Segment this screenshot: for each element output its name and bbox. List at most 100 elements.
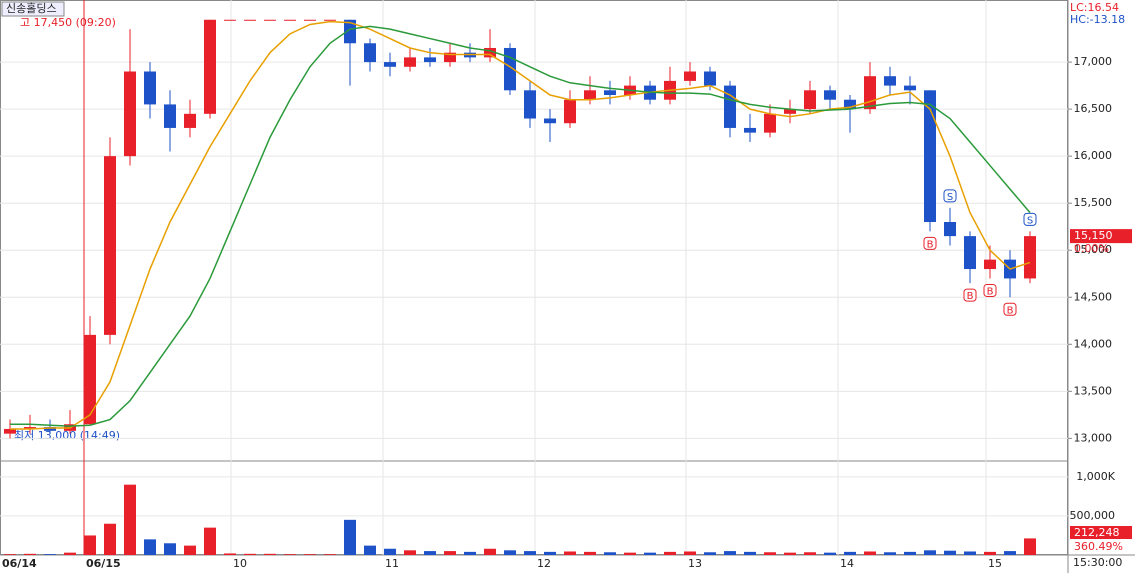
candle-body [24,427,36,429]
volume-bar [644,552,656,555]
signal-label: S [1027,215,1033,226]
y-tick-label: 13,500 [1074,384,1113,397]
x-tick-label: 14 [840,557,854,570]
y-tick-label: 13,000 [1074,431,1113,444]
candle-body [244,19,256,21]
candle-body [384,62,396,67]
volume-bar [284,554,296,555]
candle-body [764,113,776,133]
volume-bar [264,553,276,555]
volume-bar [864,551,876,555]
signal-label: B [987,286,994,297]
high-note: 고 17,450 (09:20) [20,16,116,29]
signal-marker [963,288,977,302]
volume-bar [624,552,636,555]
candle-body [444,52,456,63]
candle-body [284,19,296,21]
volume-bar [884,552,896,555]
volume-bar [84,535,96,555]
x-tick-label: 12 [537,557,551,570]
candle-body [304,19,316,21]
volume-bar [664,551,676,555]
volume-bar [804,552,816,555]
volume-bar [524,551,536,555]
candle-body [844,99,856,110]
candle-body [784,109,796,114]
candle-body [104,156,116,335]
y-tick-label: 17,000 [1074,55,1113,68]
volume-bar [24,553,36,555]
candle-body [804,90,816,110]
signal-label: B [927,239,934,250]
candle-body [924,90,936,223]
y-tick-label: 14,500 [1074,290,1113,303]
volume-bar [784,552,796,555]
volume-bar [164,543,176,555]
candle-body [564,99,576,124]
candle-body [124,71,136,157]
y-tick-label: 15,500 [1074,196,1113,209]
candle-body [4,428,16,434]
last-volume-label: 212,248 [1074,526,1120,539]
candle-body [164,104,176,128]
volume-bar [364,545,376,555]
volume-bar [984,551,996,555]
volume-bar [564,551,576,555]
candle-body [684,71,696,81]
volume-bar [464,551,476,555]
volume-bar [764,552,776,555]
volume-ratio-label: 360.49% [1074,540,1123,553]
candle-body [984,259,996,270]
signal-marker [923,236,937,250]
hc-label: HC:-13.18 [1070,13,1125,26]
volume-bar [844,551,856,555]
volume-bar [744,551,756,555]
volume-bar [144,539,156,555]
candle-body [1024,236,1036,279]
x-tick-label: 06/14 [2,557,37,570]
candle-body [424,57,436,63]
y-tick-label: 15,000 [1074,243,1113,256]
candle-body [44,427,56,431]
x-tick-label: 13 [688,557,702,570]
volume-bar [504,550,516,555]
signal-label: B [1007,305,1014,316]
candle-body [604,90,616,96]
candle-body [544,118,556,124]
volume-bar [964,551,976,555]
candle-body [524,90,536,119]
candle-body [364,43,376,63]
volume-bar [324,554,336,555]
title-box [1,1,65,17]
volume-bar [404,550,416,555]
candle-body [824,90,836,100]
last-price-box [1070,229,1132,244]
signal-label: B [967,291,974,302]
candle-body [144,71,156,105]
volume-bar [4,554,16,555]
x-tick-label: 15 [988,557,1002,570]
volume-bar [344,519,356,555]
last-volume-box [1070,526,1132,539]
volume-bar [184,545,196,555]
volume-bar [824,552,836,555]
volume-bar [424,551,436,555]
volume-bar [124,484,136,555]
x-tick-label: 10 [233,557,247,570]
x-tick-label: 06/15 [86,557,121,570]
volume-bar [1004,551,1016,555]
candle-body [204,19,216,114]
moving-average [10,20,1031,430]
candle-body [224,19,236,21]
y-tick-label: 16,500 [1074,102,1113,115]
volume-bar [104,523,116,555]
time-label: 15:30:00 [1073,556,1122,569]
candle-body [344,19,356,44]
candle-body [704,71,716,86]
signal-label: S [947,192,953,203]
y-tick-label: 16,000 [1074,149,1113,162]
signal-marker [983,283,997,297]
